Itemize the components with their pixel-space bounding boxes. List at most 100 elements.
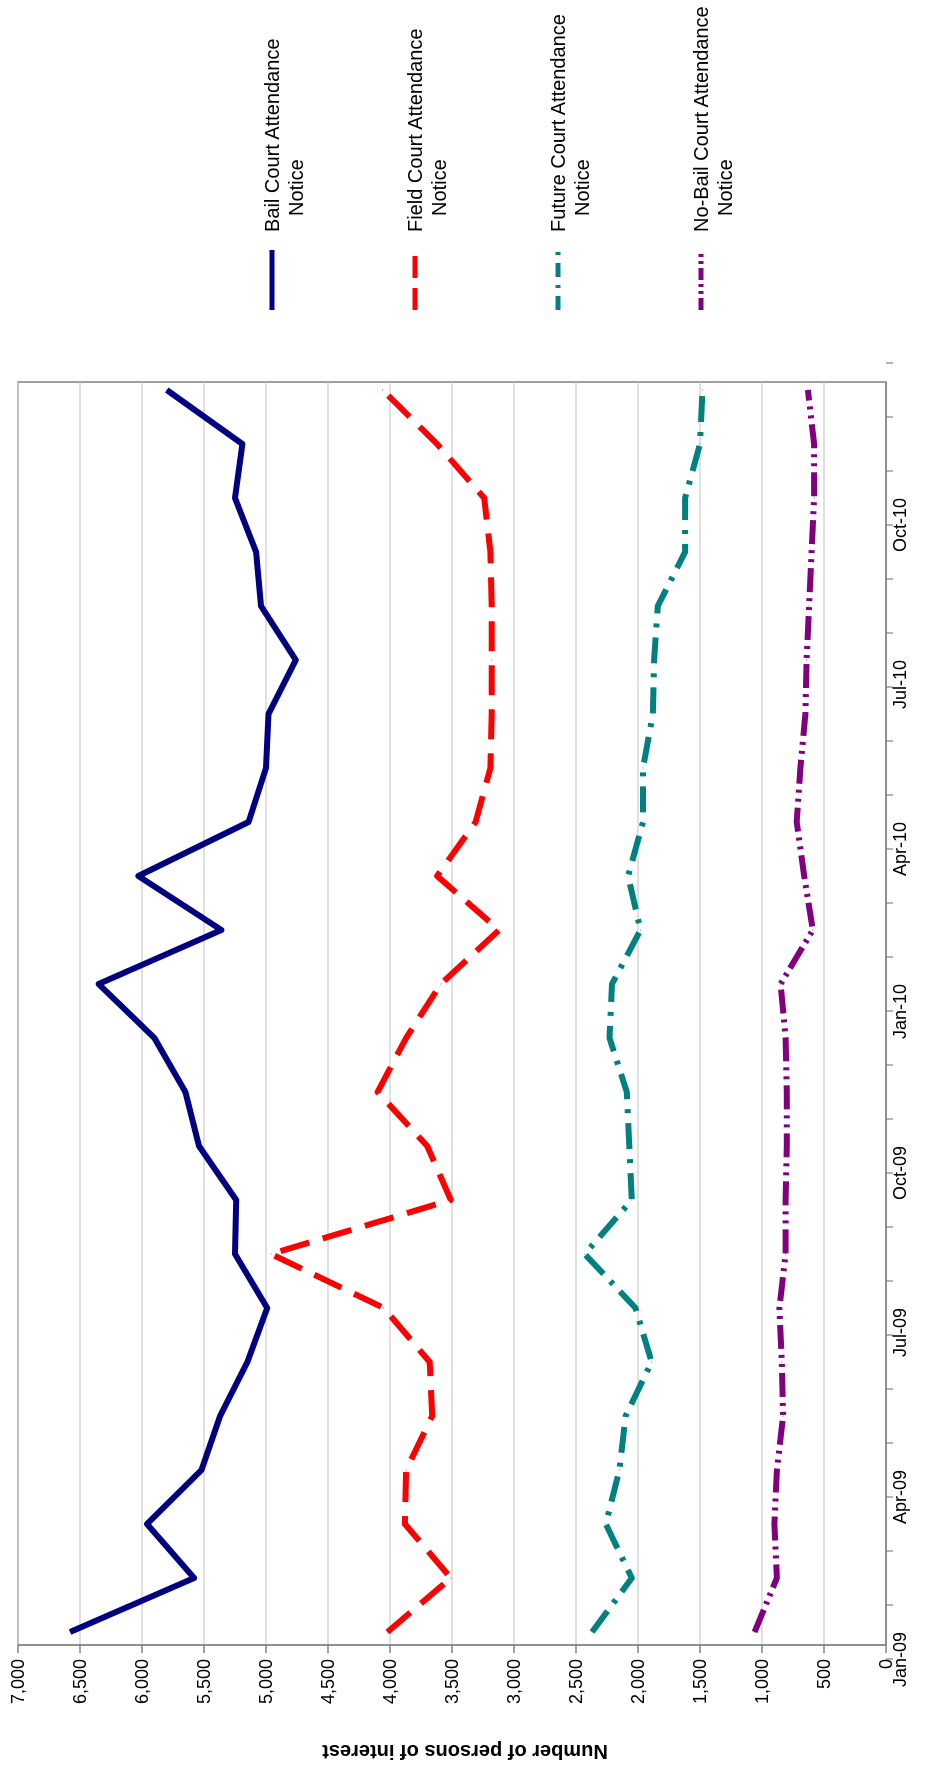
data-point xyxy=(246,1361,248,1363)
time-tick-label: Apr-10 xyxy=(890,822,910,876)
data-point xyxy=(781,1361,783,1363)
data-point xyxy=(640,929,641,931)
data-point xyxy=(642,821,644,823)
series-line-2 xyxy=(268,387,503,1635)
data-point xyxy=(436,443,438,445)
data-point xyxy=(153,1037,155,1039)
data-point xyxy=(776,1577,778,1579)
data-point xyxy=(241,443,243,445)
time-axis-ticks: Jan-09 Apr-09 Jul-09 Oct-09 Jan-10 Apr-10 Jul-… xyxy=(886,362,910,1687)
value-tick-label: 1,500 xyxy=(690,1659,710,1704)
data-point xyxy=(234,1253,236,1255)
time-tick-label: Jan-10 xyxy=(890,984,910,1039)
time-tick-label: Apr-09 xyxy=(890,1470,910,1524)
data-point xyxy=(491,605,493,607)
data-point xyxy=(618,1469,620,1471)
data-point xyxy=(265,767,267,769)
data-point xyxy=(234,497,236,499)
data-point xyxy=(628,1145,630,1147)
time-tick-label: Oct-10 xyxy=(890,498,910,552)
value-tick-label: 1,000 xyxy=(752,1659,772,1704)
data-point xyxy=(450,1199,452,1201)
legend-label: Future Court Attendance Notice xyxy=(548,14,594,232)
data-point xyxy=(806,659,808,661)
data-point xyxy=(625,1415,627,1417)
time-tick-label: Jul-10 xyxy=(890,660,910,709)
data-point xyxy=(609,1037,610,1039)
data-point xyxy=(184,1091,186,1093)
value-tick-label: 2,500 xyxy=(566,1659,586,1704)
data-point xyxy=(651,1361,653,1363)
data-point xyxy=(684,497,686,499)
data-point xyxy=(605,1523,607,1525)
value-tick-label: 5,500 xyxy=(194,1659,214,1704)
data-point xyxy=(295,659,297,661)
data-point xyxy=(808,605,810,607)
data-point xyxy=(812,929,814,931)
data-point xyxy=(785,1253,787,1255)
data-point xyxy=(684,551,686,553)
data-point xyxy=(146,1523,148,1525)
data-point xyxy=(631,1199,633,1201)
data-point xyxy=(780,983,782,985)
data-point xyxy=(626,1091,628,1093)
time-tick-label: Oct-09 xyxy=(890,1146,910,1200)
data-point xyxy=(248,821,250,823)
value-tick-label: 500 xyxy=(814,1659,834,1689)
data-point xyxy=(773,1523,775,1525)
value-tick-label: 3,500 xyxy=(442,1659,462,1704)
data-point xyxy=(653,659,655,661)
data-point xyxy=(166,389,168,391)
legend: Bail Court Attendance Notice Field Court A… xyxy=(262,6,737,310)
data-point xyxy=(776,1469,778,1471)
data-point xyxy=(804,713,806,715)
data-point xyxy=(813,443,815,445)
series-line-3 xyxy=(581,389,706,1634)
data-point xyxy=(193,1577,195,1579)
data-point xyxy=(489,551,491,553)
data-point xyxy=(382,389,384,391)
data-point xyxy=(785,1199,787,1201)
data-point xyxy=(387,1631,388,1633)
data-point xyxy=(803,875,805,877)
data-point xyxy=(483,497,485,499)
data-point xyxy=(220,929,222,931)
data-point xyxy=(268,713,269,715)
data-point xyxy=(201,1469,202,1471)
data-point xyxy=(786,1091,788,1093)
data-point xyxy=(799,767,801,769)
series-layer xyxy=(68,387,818,1635)
data-point xyxy=(584,1253,586,1255)
data-point xyxy=(813,497,815,499)
value-tick-label: 6,000 xyxy=(132,1659,152,1704)
data-point xyxy=(778,1307,780,1309)
data-point xyxy=(405,1037,407,1039)
data-point xyxy=(429,1361,431,1363)
data-point xyxy=(782,1415,784,1417)
data-point xyxy=(627,875,629,877)
data-point xyxy=(699,443,701,445)
data-point xyxy=(498,929,500,931)
gridlines xyxy=(17,382,825,1645)
data-point xyxy=(450,1577,452,1579)
data-point xyxy=(404,1523,406,1525)
value-tick-label: 7,000 xyxy=(8,1659,28,1704)
data-point xyxy=(383,1307,385,1309)
data-point xyxy=(137,875,139,877)
data-point xyxy=(657,605,659,607)
data-point xyxy=(260,605,262,607)
legend-label: Field Court Attendance Notice xyxy=(405,29,451,232)
value-axis-ticks: 0 500 1,000 1,500 2,000 2,500 3,000 3,500 4,000 4… xyxy=(8,1645,896,1704)
data-point xyxy=(652,713,654,715)
data-point xyxy=(219,1415,221,1417)
value-tick-label: 6,500 xyxy=(70,1659,90,1704)
data-point xyxy=(642,767,644,769)
value-tick-label: 5,000 xyxy=(256,1659,276,1704)
data-point xyxy=(270,1253,272,1255)
data-point xyxy=(377,1091,379,1093)
data-point xyxy=(98,983,100,985)
data-point xyxy=(702,389,703,391)
data-point xyxy=(786,1145,788,1147)
data-point xyxy=(635,1307,636,1309)
